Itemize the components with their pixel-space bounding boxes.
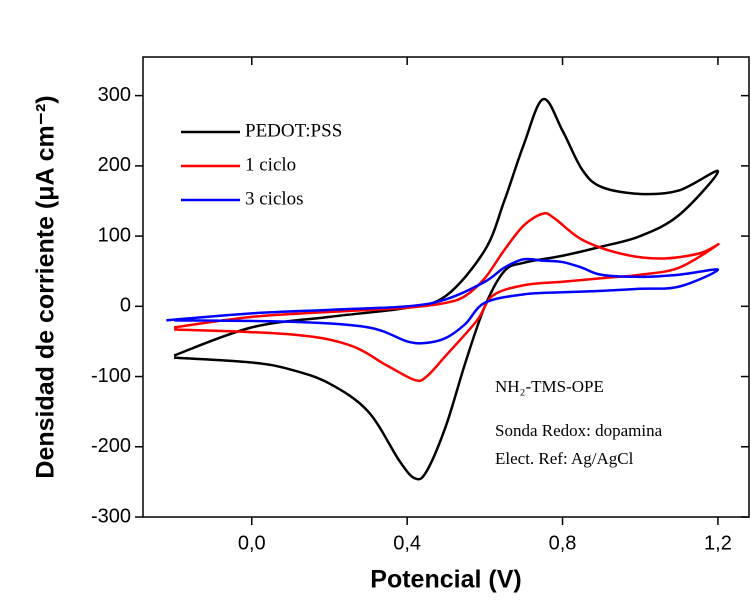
- data-line: [173, 212, 720, 383]
- legend-label: 1 ciclo: [245, 154, 296, 175]
- y-tick-label: -200: [91, 435, 131, 457]
- annotation: Sonda Redox: dopamina: [495, 421, 663, 440]
- y-tick-label: 300: [98, 84, 131, 106]
- annotation: NH₂-TMS-OPE: [495, 377, 604, 396]
- y-tick-label: -300: [91, 505, 131, 527]
- y-axis-label: Densidad de corriente (μA cm⁻²): [32, 95, 60, 478]
- legend-label: 3 ciclos: [245, 188, 304, 209]
- y-tick-label: -100: [91, 365, 131, 387]
- legend-label: PEDOT:PSS: [245, 120, 342, 141]
- y-tick-label: 0: [120, 295, 131, 317]
- y-tick-label: 100: [98, 224, 131, 246]
- x-tick-label: 1,2: [704, 532, 732, 554]
- annotation: Elect. Ref: Ag/AgCl: [495, 449, 634, 468]
- data-line: [166, 257, 720, 345]
- x-tick-label: 0,0: [238, 532, 266, 554]
- x-tick-label: 0,8: [549, 532, 577, 554]
- plot-frame: [142, 56, 750, 518]
- y-tick-label: 200: [98, 154, 131, 176]
- x-tick-label: 0,4: [393, 532, 421, 554]
- data-line: [173, 97, 720, 481]
- x-axis-label: Potencial (V): [370, 566, 521, 594]
